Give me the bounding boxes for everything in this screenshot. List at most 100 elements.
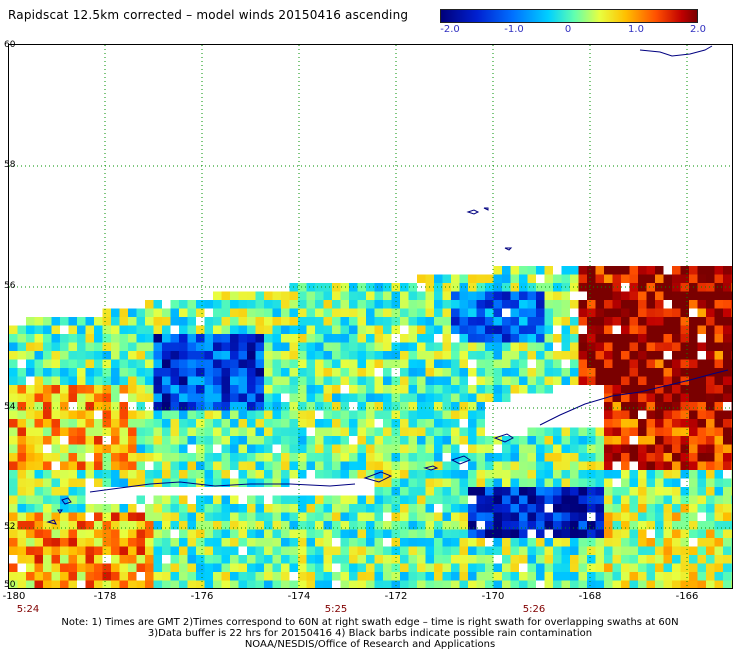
wind-cell	[51, 359, 60, 368]
wind-cell	[646, 325, 655, 334]
wind-cell	[459, 393, 468, 402]
wind-cell	[485, 291, 494, 300]
wind-cell	[544, 427, 553, 436]
wind-cell	[374, 529, 383, 538]
wind-cell	[391, 546, 400, 555]
wind-cell	[179, 334, 188, 343]
wind-cell	[595, 359, 604, 368]
wind-cell	[697, 325, 706, 334]
wind-cell	[17, 546, 26, 555]
wind-cell	[272, 376, 281, 385]
wind-cell	[238, 419, 247, 428]
wind-cell	[570, 300, 579, 309]
wind-cell	[527, 368, 536, 377]
wind-cell	[723, 393, 732, 402]
wind-cell	[60, 317, 69, 326]
wind-cell	[102, 504, 111, 513]
wind-cell	[476, 368, 485, 377]
wind-cell	[238, 410, 247, 419]
wind-cell	[17, 419, 26, 428]
wind-cell	[519, 351, 528, 360]
wind-cell	[544, 487, 553, 496]
wind-cell	[289, 470, 298, 479]
wind-cell	[51, 521, 60, 530]
wind-cell	[51, 376, 60, 385]
wind-cell	[408, 478, 417, 487]
wind-cell	[323, 461, 332, 470]
wind-cell	[417, 538, 426, 547]
wind-cell	[136, 436, 145, 445]
wind-cell	[689, 427, 698, 436]
wind-cell	[374, 580, 383, 589]
wind-cell	[77, 461, 86, 470]
wind-cell	[476, 402, 485, 411]
wind-cell	[128, 580, 137, 589]
wind-cell	[544, 351, 553, 360]
wind-cell	[230, 410, 239, 419]
wind-cell	[247, 410, 256, 419]
wind-cell	[485, 572, 494, 581]
wind-cell	[383, 495, 392, 504]
wind-cell	[417, 300, 426, 309]
wind-cell	[595, 342, 604, 351]
wind-cell	[408, 546, 417, 555]
wind-cell	[383, 342, 392, 351]
wind-cell	[646, 538, 655, 547]
wind-cell	[162, 512, 171, 521]
wind-cell	[77, 402, 86, 411]
wind-cell	[179, 504, 188, 513]
wind-cell	[255, 308, 264, 317]
wind-cell	[502, 495, 511, 504]
wind-cell	[17, 572, 26, 581]
wind-cell	[655, 470, 664, 479]
wind-cell	[366, 453, 375, 462]
wind-cell	[136, 444, 145, 453]
wind-cell	[646, 487, 655, 496]
wind-cell	[94, 580, 103, 589]
wind-cell	[366, 359, 375, 368]
wind-cell	[60, 572, 69, 581]
wind-cell	[459, 325, 468, 334]
wind-cell	[315, 342, 324, 351]
wind-cell	[17, 521, 26, 530]
wind-cell	[468, 478, 477, 487]
wind-cell	[332, 283, 341, 292]
wind-cell	[663, 368, 672, 377]
wind-cell	[697, 342, 706, 351]
wind-cell	[425, 291, 434, 300]
wind-cell	[289, 444, 298, 453]
wind-cell	[289, 342, 298, 351]
wind-cell	[655, 266, 664, 275]
wind-cell	[145, 300, 154, 309]
wind-cell	[655, 410, 664, 419]
wind-cell	[697, 444, 706, 453]
wind-cell	[43, 376, 52, 385]
wind-cell	[145, 317, 154, 326]
wind-cell	[230, 351, 239, 360]
wind-cell	[663, 580, 672, 589]
wind-cell	[689, 342, 698, 351]
wind-cell	[459, 572, 468, 581]
wind-cell	[153, 410, 162, 419]
time-label-3: 5:26	[522, 604, 546, 615]
wind-cell	[680, 444, 689, 453]
wind-cell	[102, 351, 111, 360]
wind-cell	[85, 461, 94, 470]
wind-cell	[315, 317, 324, 326]
wind-cell	[264, 538, 273, 547]
wind-cell	[417, 368, 426, 377]
wind-cell	[476, 512, 485, 521]
wind-cell	[340, 580, 349, 589]
wind-cell	[595, 546, 604, 555]
wind-cell	[187, 300, 196, 309]
wind-cell	[162, 325, 171, 334]
wind-cell	[187, 385, 196, 394]
wind-cell	[689, 487, 698, 496]
wind-cell	[247, 546, 256, 555]
wind-cell	[221, 572, 230, 581]
wind-cell	[400, 461, 409, 470]
wind-cell	[502, 325, 511, 334]
wind-cell	[561, 555, 570, 564]
wind-cell	[298, 317, 307, 326]
wind-cell	[425, 580, 434, 589]
